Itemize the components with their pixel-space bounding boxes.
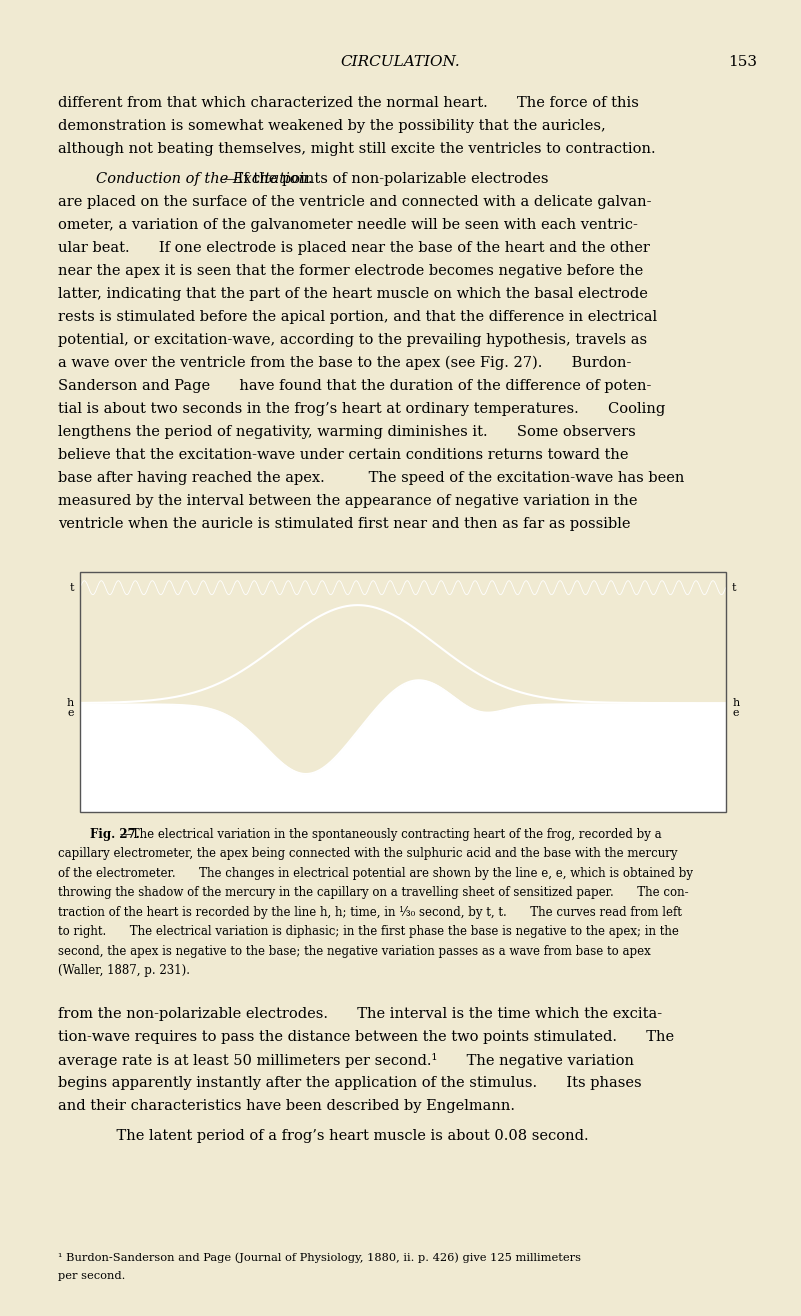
Text: to right.  The electrical variation is diphasic; in the first phase the base is : to right. The electrical variation is di…	[58, 925, 678, 938]
Text: traction of the heart is recorded by the line h, h; time, in ⅓₀ second, by t, t.: traction of the heart is recorded by the…	[58, 905, 682, 919]
Text: lengthens the period of negativity, warming diminishes it.  Some observers: lengthens the period of negativity, warm…	[58, 425, 635, 440]
Text: ¹ Burdon-Sanderson and Page (Journal of Physiology, 1880, ii. p. 426) give 125 m: ¹ Burdon-Sanderson and Page (Journal of …	[58, 1253, 581, 1263]
Text: per second.: per second.	[58, 1271, 125, 1282]
Text: demonstration is somewhat weakened by the possibility that the auricles,: demonstration is somewhat weakened by th…	[58, 120, 606, 133]
Text: The latent period of a frog’s heart muscle is about 0.08 second.: The latent period of a frog’s heart musc…	[58, 1129, 588, 1144]
Text: base after having reached the apex.   The speed of the excitation-wave has been: base after having reached the apex. The …	[58, 471, 684, 486]
Text: near the apex it is seen that the former electrode becomes negative before the: near the apex it is seen that the former…	[58, 263, 643, 278]
Text: begins apparently instantly after the application of the stimulus.  Its phases: begins apparently instantly after the ap…	[58, 1076, 642, 1091]
Text: measured by the interval between the appearance of negative variation in the: measured by the interval between the app…	[58, 494, 637, 508]
Text: h: h	[66, 697, 74, 708]
Text: CIRCULATION.: CIRCULATION.	[340, 55, 461, 70]
Text: h: h	[732, 697, 739, 708]
Text: ventricle when the auricle is stimulated first near and then as far as possible: ventricle when the auricle is stimulated…	[58, 517, 630, 532]
Text: t: t	[732, 583, 737, 592]
Text: from the non-polarizable electrodes.  The interval is the time which the excita-: from the non-polarizable electrodes. The…	[58, 1007, 662, 1021]
Text: 153: 153	[728, 55, 757, 70]
Text: Sanderson and Page  have found that the duration of the difference of poten-: Sanderson and Page have found that the d…	[58, 379, 651, 393]
Text: and their characteristics have been described by Engelmann.: and their characteristics have been desc…	[58, 1099, 515, 1113]
Text: second, the apex is negative to the base; the negative variation passes as a wav: second, the apex is negative to the base…	[58, 945, 650, 958]
Text: e: e	[732, 708, 739, 719]
Text: Fig. 27.: Fig. 27.	[90, 828, 139, 841]
Text: latter, indicating that the part of the heart muscle on which the basal electrod: latter, indicating that the part of the …	[58, 287, 647, 301]
Text: e: e	[67, 708, 74, 719]
Text: —The electrical variation in the spontaneously contracting heart of the frog, re: —The electrical variation in the spontan…	[120, 828, 662, 841]
Text: (Waller, 1887, p. 231).: (Waller, 1887, p. 231).	[58, 965, 190, 976]
Text: t: t	[69, 583, 74, 592]
Text: although not beating themselves, might still excite the ventricles to contractio: although not beating themselves, might s…	[58, 142, 655, 157]
Text: a wave over the ventricle from the base to the apex (see Fig. 27).  Burdon-: a wave over the ventricle from the base …	[58, 355, 631, 370]
Text: ometer, a variation of the galvanometer needle will be seen with each ventric-: ometer, a variation of the galvanometer …	[58, 217, 638, 232]
Text: are placed on the surface of the ventricle and connected with a delicate galvan-: are placed on the surface of the ventric…	[58, 195, 651, 209]
Text: capillary electrometer, the apex being connected with the sulphuric acid and the: capillary electrometer, the apex being c…	[58, 848, 677, 861]
Text: throwing the shadow of the mercury in the capillary on a travelling sheet of sen: throwing the shadow of the mercury in th…	[58, 886, 688, 899]
Text: of the electrometer.  The changes in electrical potential are shown by the line : of the electrometer. The changes in elec…	[58, 867, 693, 879]
Text: ular beat.  If one electrode is placed near the base of the heart and the other: ular beat. If one electrode is placed ne…	[58, 241, 650, 255]
Text: believe that the excitation-wave under certain conditions returns toward the: believe that the excitation-wave under c…	[58, 447, 628, 462]
Text: —If the points of non-polarizable electrodes: —If the points of non-polarizable electr…	[223, 171, 548, 186]
Text: tial is about two seconds in the frog’s heart at ordinary temperatures.  Cooling: tial is about two seconds in the frog’s …	[58, 403, 665, 416]
Text: different from that which characterized the normal heart.  The force of this: different from that which characterized …	[58, 96, 638, 111]
Text: Conduction of the Excitation.: Conduction of the Excitation.	[96, 171, 312, 186]
Text: average rate is at least 50 millimeters per second.¹  The negative variation: average rate is at least 50 millimeters …	[58, 1053, 634, 1069]
Text: rests is stimulated before the apical portion, and that the difference in electr: rests is stimulated before the apical po…	[58, 309, 657, 324]
Text: potential, or excitation-wave, according to the prevailing hypothesis, travels a: potential, or excitation-wave, according…	[58, 333, 646, 347]
Text: tion-wave requires to pass the distance between the two points stimulated.  The: tion-wave requires to pass the distance …	[58, 1030, 674, 1045]
